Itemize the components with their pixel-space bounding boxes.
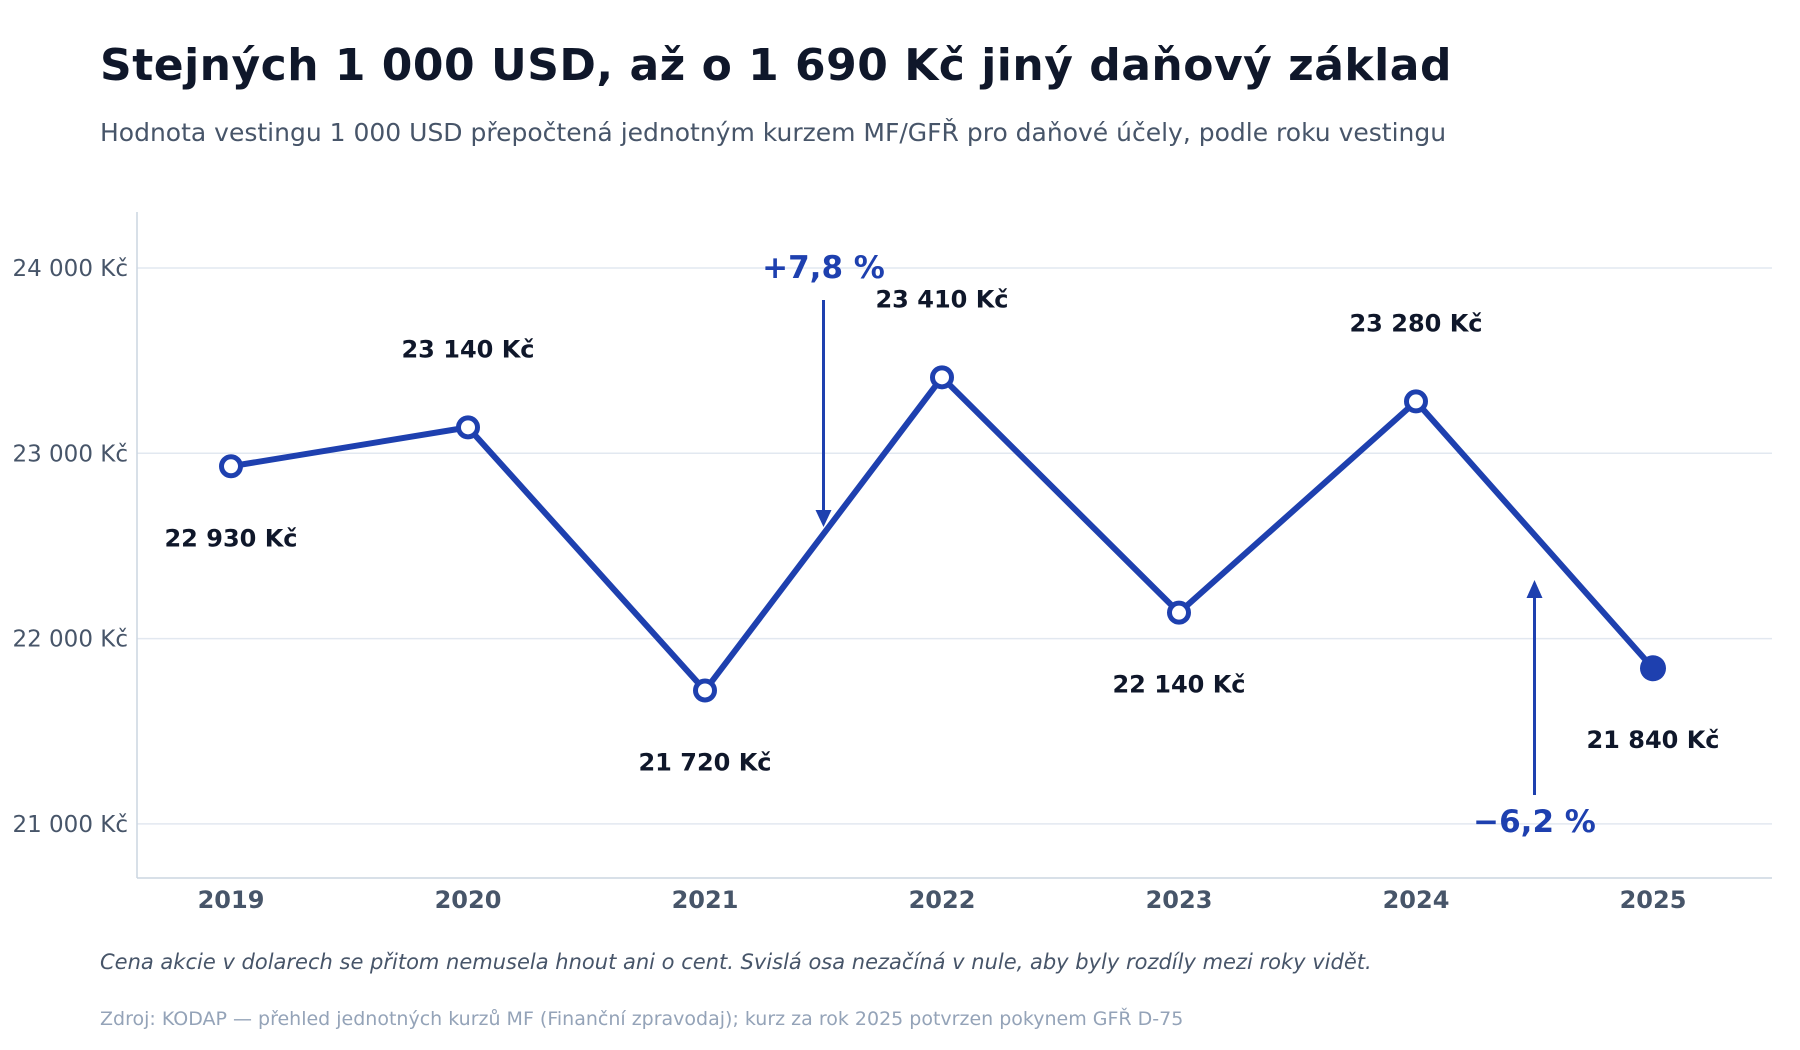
change-annotation: +7,8 %: [762, 250, 885, 286]
data-label: 23 140 Kč: [401, 335, 534, 363]
series-line: [228, 374, 1656, 694]
data-label: 22 930 Kč: [164, 524, 297, 552]
y-tick-label: 22 000 Kč: [12, 627, 128, 653]
y-tick-label: 21 000 Kč: [12, 812, 128, 838]
data-point: [1640, 655, 1666, 682]
x-tick-label: 2022: [909, 886, 976, 914]
x-tick-label: 2020: [435, 886, 502, 914]
data-point: [456, 415, 480, 440]
data-point: [219, 454, 243, 479]
data-label: 21 720 Kč: [638, 748, 771, 776]
data-point: [1167, 600, 1191, 625]
x-tick-label: 2021: [672, 886, 739, 914]
x-tick-label: 2019: [198, 886, 265, 914]
data-label: 23 280 Kč: [1349, 309, 1482, 337]
data-point: [930, 365, 954, 390]
x-tick-label: 2025: [1620, 886, 1687, 914]
x-tick-label: 2023: [1146, 886, 1213, 914]
y-tick-label: 24 000 Kč: [12, 256, 128, 282]
y-tick-label: 23 000 Kč: [12, 441, 128, 467]
chart-footnote: Cena akcie v dolarech se přitom nemusela…: [100, 950, 1372, 974]
x-tick-label: 2024: [1383, 886, 1450, 914]
chart-subtitle: Hodnota vestingu 1 000 USD přepočtená je…: [100, 118, 1447, 147]
data-label: 22 140 Kč: [1112, 671, 1245, 699]
annotation-arrow-head: [815, 510, 832, 527]
data-label: 21 840 Kč: [1586, 726, 1719, 754]
chart-source: Zdroj: KODAP — přehled jednotných kurzů …: [100, 1008, 1184, 1030]
chart-title: Stejných 1 000 USD, až o 1 690 Kč jiný d…: [100, 40, 1452, 91]
data-point: [1404, 389, 1428, 414]
change-annotation: −6,2 %: [1473, 804, 1596, 840]
data-label: 23 410 Kč: [875, 285, 1008, 313]
annotation-arrow-head: [1526, 580, 1543, 598]
data-point: [693, 678, 717, 703]
